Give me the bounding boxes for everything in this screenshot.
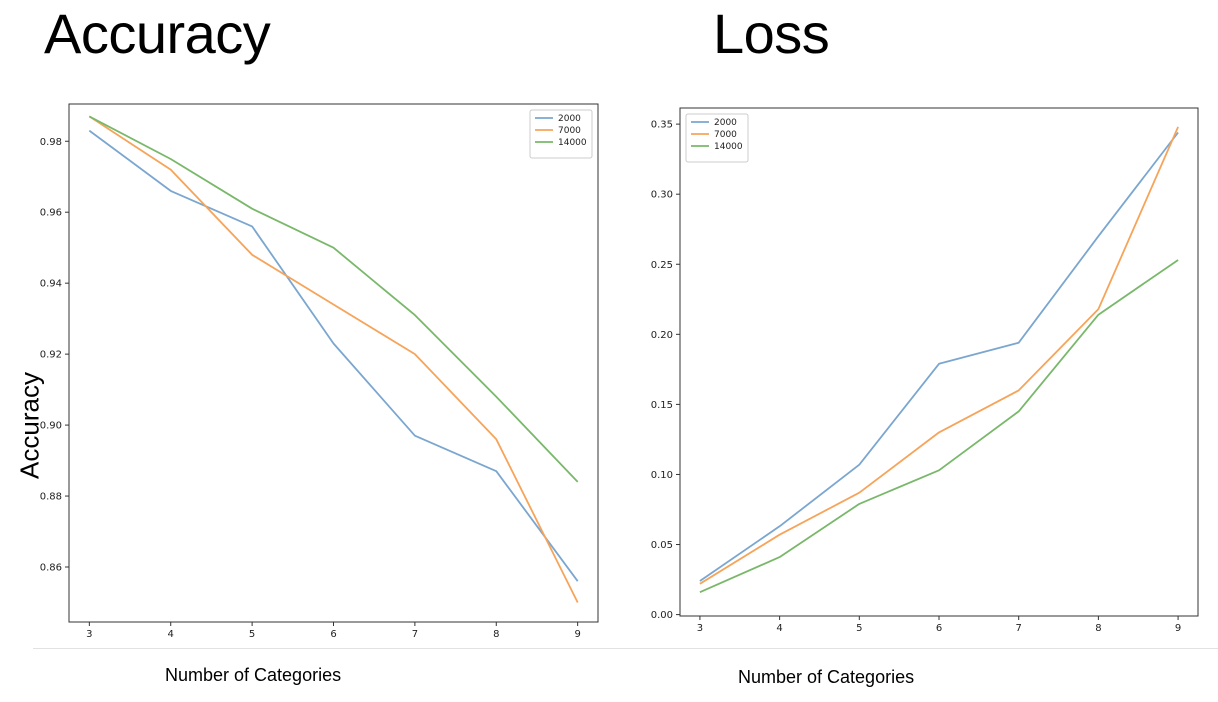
x-tick-label: 8 xyxy=(1095,623,1101,634)
x-tick-label: 8 xyxy=(493,629,499,640)
y-tick-label: 0.05 xyxy=(651,540,673,551)
accuracy-chart: 0.86 0.88 0.90 0.92 0.94 0.96 0.98 3 4 5 6 7 8 9 2000 7… xyxy=(40,103,599,640)
y-tick-label: 0.10 xyxy=(651,470,673,481)
series-line-7000 xyxy=(699,126,1179,585)
x-tick-label: 3 xyxy=(86,629,92,640)
y-tick-label: 0.86 xyxy=(40,563,62,574)
loss-chart: 0.00 0.05 0.10 0.15 0.20 0.25 0.30 0.35 3 4 5 6 7 8 9 2… xyxy=(651,107,1199,634)
x-tick-label: 4 xyxy=(776,623,782,634)
y-tick-label: 0.92 xyxy=(40,350,62,361)
y-tick-label: 0.88 xyxy=(40,492,62,503)
series-line-14000 xyxy=(88,115,579,483)
x-tick-label: 5 xyxy=(856,623,862,634)
series-line-7000 xyxy=(88,115,579,603)
x-tick-label: 6 xyxy=(330,629,336,640)
x-tick-label: 5 xyxy=(249,629,255,640)
x-tick-label: 7 xyxy=(412,629,418,640)
accuracy-x-axis-label: Number of Categories xyxy=(165,665,342,685)
legend-box xyxy=(685,113,749,163)
y-tick-label: 0.25 xyxy=(651,260,673,271)
y-tick-label: 0.94 xyxy=(40,279,62,290)
y-tick-label: 0.98 xyxy=(40,137,62,148)
x-tick-label: 3 xyxy=(697,623,703,634)
series-line-2000 xyxy=(699,131,1179,582)
legend-label-2000: 2000 xyxy=(558,114,581,124)
y-tick-label: 0.15 xyxy=(651,400,673,411)
x-tick-label: 7 xyxy=(1016,623,1022,634)
plot-frame xyxy=(68,103,599,623)
x-tick-label: 6 xyxy=(936,623,942,634)
legend-box xyxy=(529,109,593,159)
y-tick-label: 0.90 xyxy=(40,421,62,432)
legend-label-7000: 7000 xyxy=(714,130,737,140)
legend-label-14000: 14000 xyxy=(714,142,743,152)
series-line-14000 xyxy=(699,259,1179,594)
plot-frame xyxy=(679,107,1199,617)
x-tick-label: 9 xyxy=(1175,623,1181,634)
loss-x-axis-label: Number of Categories xyxy=(738,667,915,687)
divider-line xyxy=(33,648,1218,649)
y-tick-label: 0.20 xyxy=(651,330,673,341)
loss-heading: Loss xyxy=(713,2,830,65)
x-tick-label: 4 xyxy=(168,629,174,640)
accuracy-heading: Accuracy xyxy=(44,2,271,65)
legend-label-14000: 14000 xyxy=(558,138,587,148)
x-tick-label: 9 xyxy=(574,629,580,640)
y-tick-label: 0.96 xyxy=(40,208,62,219)
series-line-2000 xyxy=(88,129,579,582)
y-tick-label: 0.00 xyxy=(651,610,673,621)
legend-label-7000: 7000 xyxy=(558,126,581,136)
y-tick-label: 0.30 xyxy=(651,190,673,201)
y-tick-label: 0.35 xyxy=(651,120,673,131)
legend-label-2000: 2000 xyxy=(714,118,737,128)
